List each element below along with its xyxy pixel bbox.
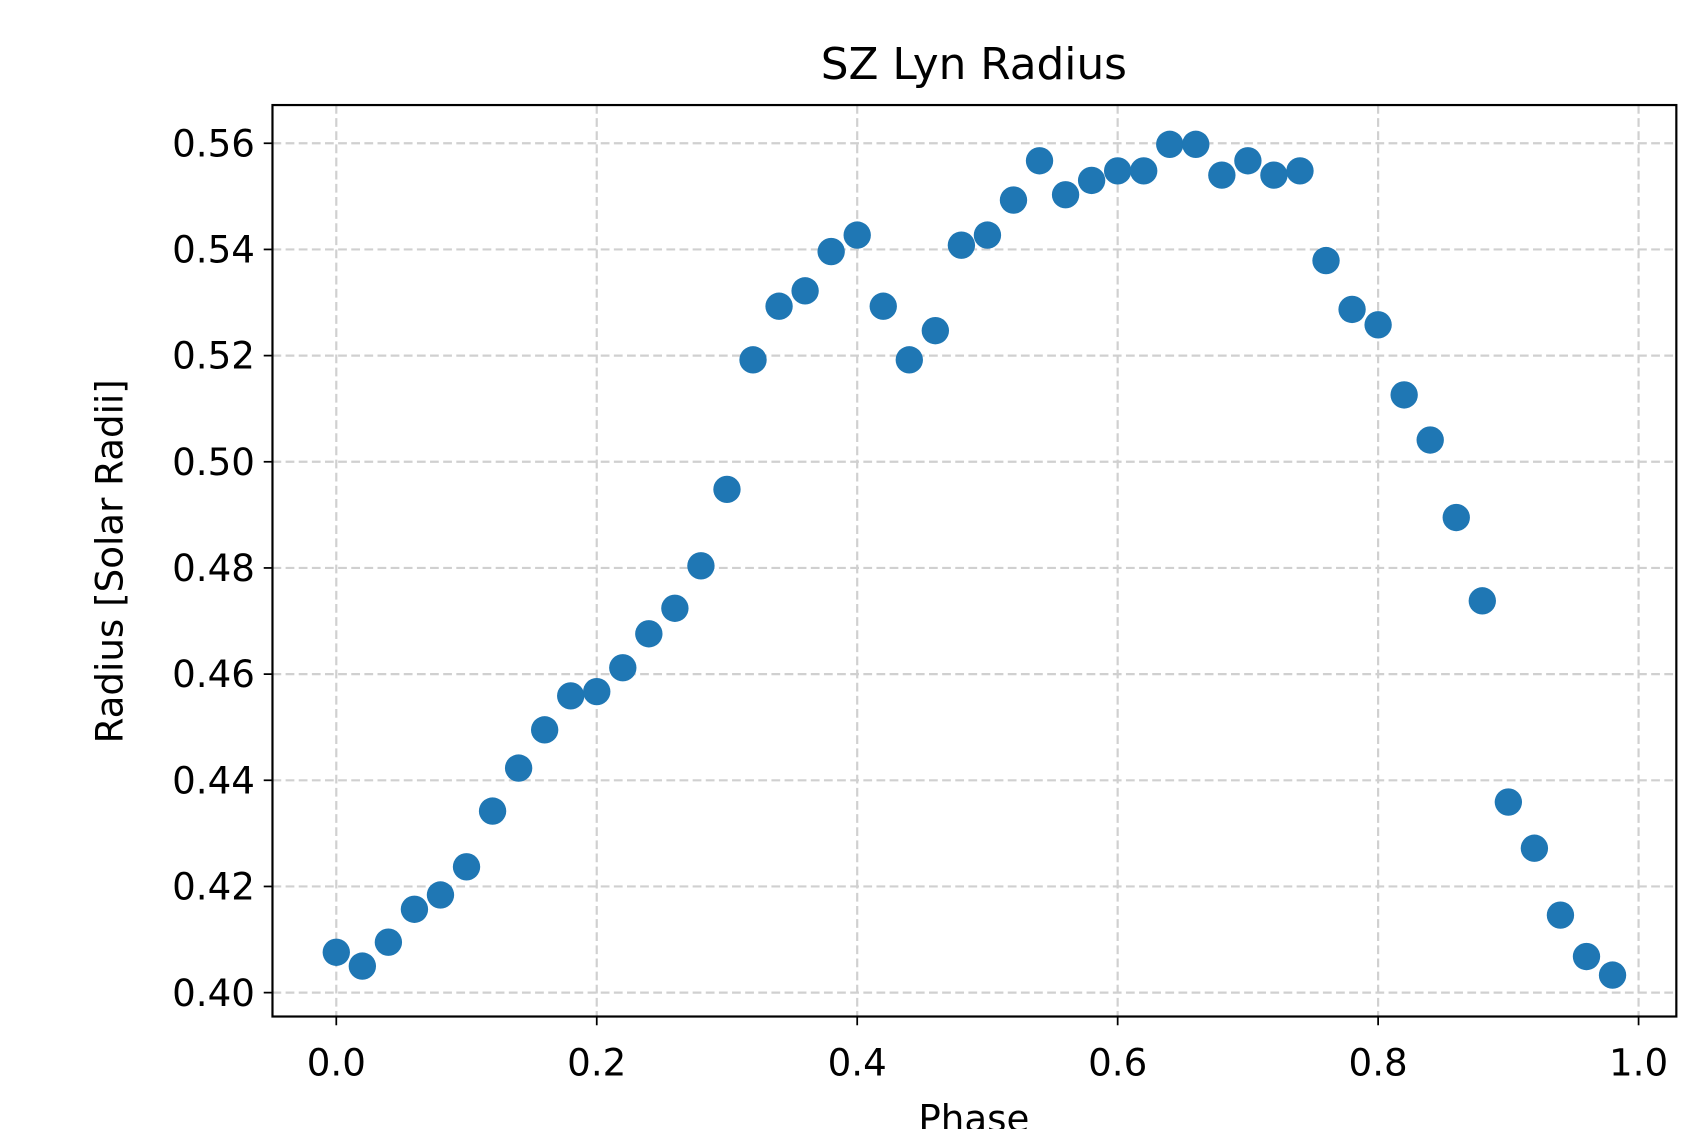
y-tick-label: 0.44: [172, 758, 255, 802]
x-tick-label: 0.8: [1349, 1041, 1408, 1085]
point: [322, 938, 350, 966]
point: [1025, 147, 1054, 175]
point: [478, 797, 507, 825]
point: [1520, 834, 1549, 862]
point: [739, 346, 767, 374]
y-tick-label: 0.48: [172, 546, 255, 590]
point: [374, 928, 403, 956]
point: [947, 231, 976, 259]
point: [1416, 426, 1444, 454]
chart-title: SZ Lyn Radius: [821, 39, 1127, 90]
point: [452, 853, 481, 881]
point: [530, 716, 559, 744]
point: [921, 316, 950, 345]
y-tick-label: 0.54: [172, 228, 255, 272]
point: [1182, 130, 1210, 159]
point: [557, 682, 585, 710]
x-tick-label: 0.0: [307, 1041, 366, 1085]
point: [1338, 295, 1366, 324]
x-tick-label: 1.0: [1609, 1041, 1668, 1085]
y-tick-label: 0.52: [172, 334, 255, 378]
point: [583, 677, 611, 706]
point: [635, 620, 663, 648]
plot-frame: [271, 103, 1678, 1018]
y-tick-label: 0.50: [172, 440, 255, 484]
point: [1364, 311, 1392, 339]
y-axis-label: Radius [Solar Radii]: [88, 379, 132, 743]
point: [1468, 587, 1496, 615]
point: [1234, 147, 1262, 175]
point: [1312, 246, 1340, 275]
point: [1103, 157, 1132, 185]
point: [869, 292, 897, 320]
point: [1598, 961, 1627, 989]
point: [400, 895, 429, 923]
y-tick-label: 0.46: [172, 652, 255, 696]
point: [609, 654, 637, 682]
point: [1130, 157, 1158, 185]
x-tick-label: 0.6: [1088, 1041, 1147, 1085]
point: [1208, 161, 1236, 189]
point: [1442, 503, 1470, 532]
x-axis-label: Phase: [918, 1096, 1029, 1129]
point: [1546, 901, 1575, 929]
x-tick-label: 0.2: [567, 1041, 626, 1085]
x-tick-label: 0.4: [828, 1041, 887, 1085]
point: [1077, 166, 1106, 195]
point: [791, 277, 819, 305]
point: [1156, 130, 1184, 159]
point: [1572, 942, 1601, 971]
point: [1494, 788, 1523, 816]
y-tick-label: 0.42: [172, 865, 255, 909]
point: [348, 952, 377, 980]
y-tick-label: 0.56: [172, 121, 255, 165]
point: [1390, 381, 1418, 409]
point: [426, 881, 455, 909]
point: [1260, 161, 1288, 189]
point: [1051, 181, 1080, 209]
point: [713, 475, 741, 504]
y-tick-label: 0.40: [172, 971, 255, 1015]
point: [687, 552, 715, 580]
point: [843, 221, 871, 249]
point: [973, 221, 1002, 249]
point: [999, 186, 1028, 214]
point: [504, 754, 533, 782]
point: [895, 346, 923, 374]
point: [817, 237, 845, 266]
point: [661, 594, 689, 622]
point: [765, 292, 793, 320]
point: [1286, 157, 1314, 185]
